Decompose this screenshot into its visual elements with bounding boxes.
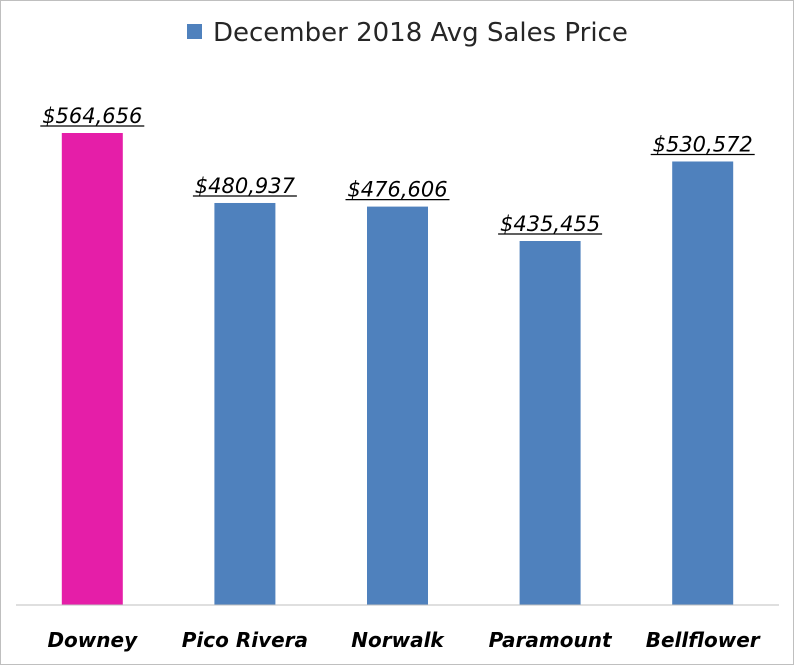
value-label-pico-rivera: $480,937 xyxy=(195,174,296,198)
bar-bellflower xyxy=(672,161,734,605)
value-label-bellflower: $530,572 xyxy=(653,132,753,156)
category-labels: Downey Pico Rivera Norwalk Paramount Bellflo… xyxy=(47,628,760,652)
category-label-pico-rivera: Pico Rivera xyxy=(182,628,308,652)
bar-norwalk xyxy=(367,206,428,605)
value-label-norwalk: $476,606 xyxy=(347,178,447,202)
bar-paramount xyxy=(519,241,581,605)
value-label-paramount: $435,455 xyxy=(500,212,600,236)
category-label-downey: Downey xyxy=(47,628,138,652)
value-label-downey: $564,656 xyxy=(42,104,142,128)
bar-pico-rivera xyxy=(214,202,276,605)
bar-downey xyxy=(61,133,123,605)
category-label-paramount: Paramount xyxy=(489,628,613,652)
bars xyxy=(61,133,734,605)
value-labels: $564,656 $480,937 $476,606 $435,455 $530,572 xyxy=(40,104,755,236)
legend-swatch xyxy=(187,24,202,39)
legend-label: December 2018 Avg Sales Price xyxy=(213,18,628,48)
category-label-norwalk: Norwalk xyxy=(351,628,445,652)
legend: December 2018 Avg Sales Price xyxy=(187,18,628,48)
category-label-bellflower: Bellflower xyxy=(646,628,761,652)
